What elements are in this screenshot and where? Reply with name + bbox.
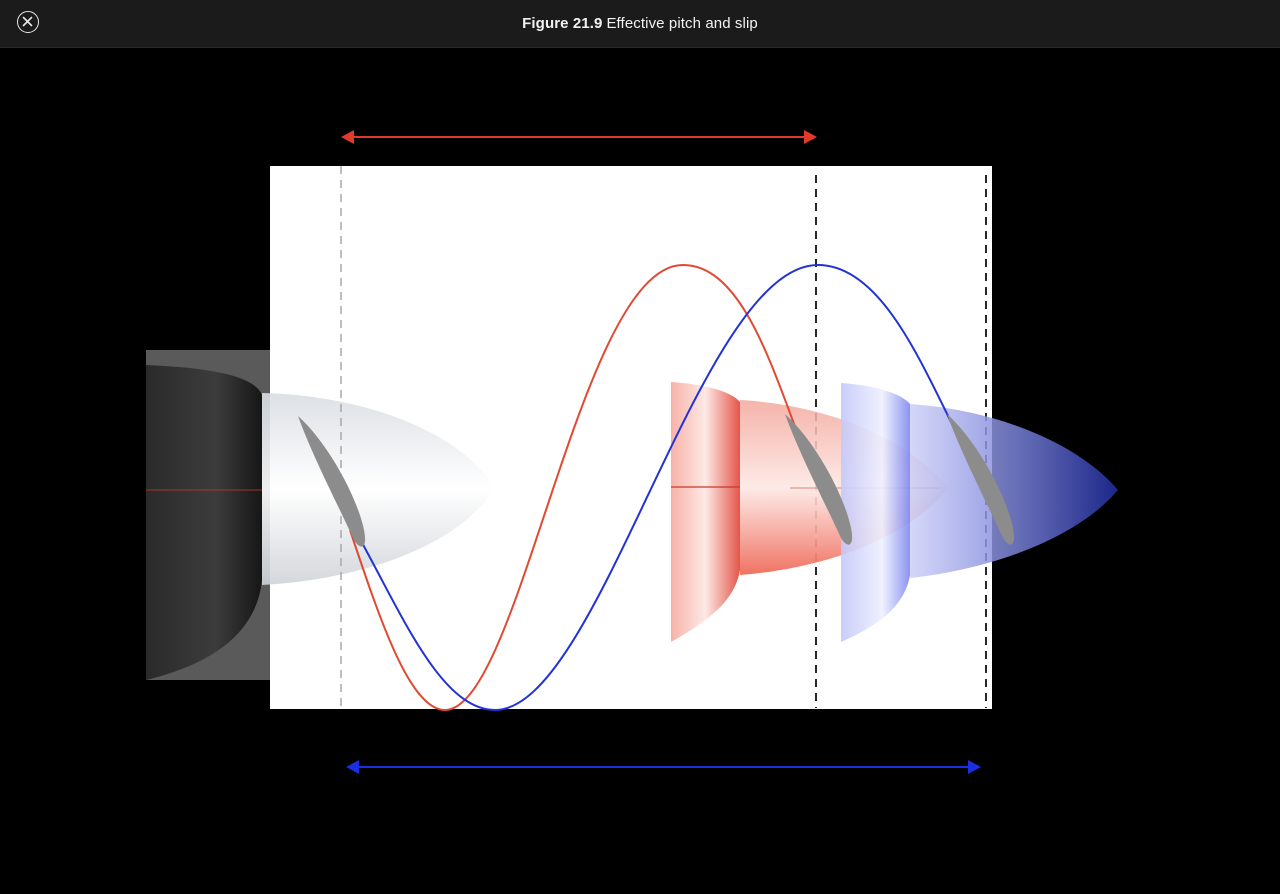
blue-hub [841, 383, 910, 642]
geometric-pitch-wave [354, 263, 956, 712]
red-hub [671, 382, 740, 642]
geometric-pitch-arrow-left [346, 760, 359, 774]
blade-section-start [298, 416, 366, 547]
close-button[interactable] [17, 11, 39, 33]
geometric-pitch-arrow-right [968, 760, 981, 774]
propeller-pitch-diagram [146, 130, 1118, 774]
blade-section-geometric [947, 414, 1015, 545]
figure-number: Figure 21.9 [522, 15, 603, 32]
close-icon [22, 16, 33, 27]
hub-body [146, 365, 262, 680]
effective-pitch-wave [349, 263, 801, 712]
effective-pitch-arrow-left [341, 130, 354, 144]
figure-caption: Effective pitch and slip [606, 15, 758, 32]
figure-title: Figure 21.9 Effective pitch and slip [0, 15, 1280, 32]
blue-spinner-cone [910, 404, 1118, 578]
blade-section-effective [785, 414, 853, 545]
top-bar: Figure 21.9 Effective pitch and slip [0, 0, 1280, 48]
effective-pitch-arrow-right [804, 130, 817, 144]
